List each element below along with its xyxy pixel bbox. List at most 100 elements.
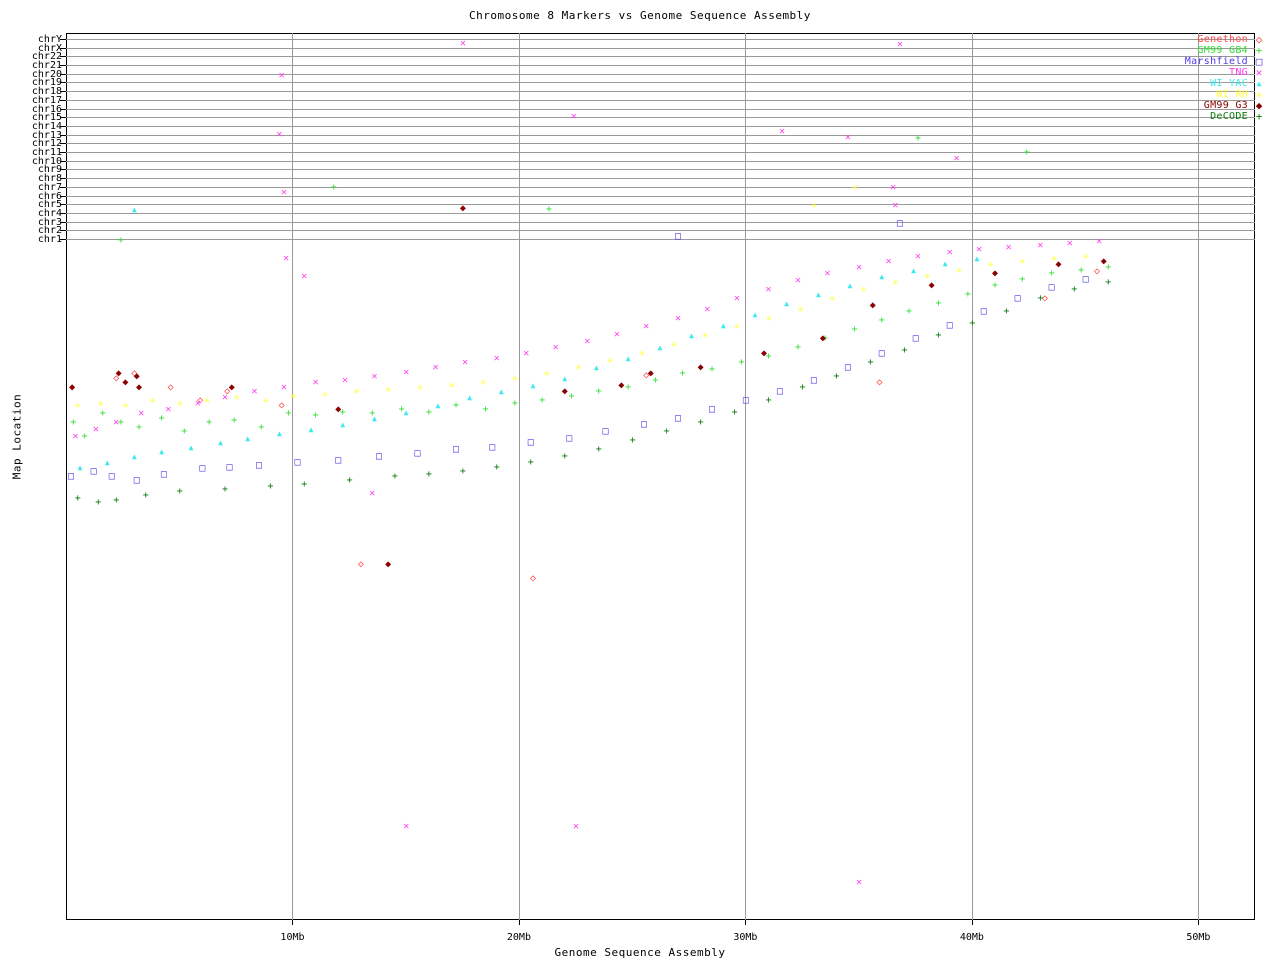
x-tick-mark bbox=[745, 920, 747, 925]
x-marker-icon: ✕ bbox=[278, 69, 285, 81]
x-marker-icon: ✕ bbox=[976, 244, 983, 256]
triangle-marker-icon: ▲ bbox=[276, 428, 282, 438]
plus-marker-icon: + bbox=[181, 426, 188, 438]
square-marker-icon: □ bbox=[255, 459, 263, 471]
plus-marker-icon: + bbox=[539, 395, 546, 407]
x-marker-icon: ✕ bbox=[403, 366, 410, 378]
y-tick-chr17: chr17 bbox=[31, 94, 62, 106]
triangle-marker-icon: ▲ bbox=[498, 387, 504, 397]
legend-label: Marshfield bbox=[1184, 56, 1248, 67]
asterisk-marker-icon: ✳ bbox=[1255, 88, 1263, 101]
grid-line-chr17 bbox=[66, 99, 1255, 101]
triangle-marker-icon: ▲ bbox=[625, 354, 631, 364]
plus-marker-icon: + bbox=[206, 417, 213, 429]
triangle-marker-icon: ▲ bbox=[104, 458, 110, 468]
plus-marker-icon: + bbox=[765, 350, 772, 362]
diamond-marker-icon: ◆ bbox=[335, 403, 342, 415]
triangle-marker-icon: ▲ bbox=[159, 446, 165, 456]
x-marker-icon: ✕ bbox=[1066, 238, 1073, 250]
legend-label: TNG bbox=[1229, 67, 1248, 78]
x-marker-icon: ✕ bbox=[674, 312, 681, 324]
y-tick-chr5: chr5 bbox=[37, 199, 62, 211]
x-marker-icon: ✕ bbox=[459, 37, 466, 49]
triangle-marker-icon: ▲ bbox=[77, 462, 83, 472]
square-marker-icon: □ bbox=[1082, 273, 1089, 285]
legend-item-decode[interactable]: DeCODE + bbox=[1140, 111, 1270, 122]
y-tick-mark bbox=[60, 82, 66, 84]
x-marker-icon: ✕ bbox=[493, 353, 500, 365]
plus-marker-icon: + bbox=[482, 403, 489, 415]
legend-item-tng[interactable]: TNG ✕ bbox=[1140, 67, 1270, 78]
legend-item-genethon[interactable]: Genethon ◇ bbox=[1140, 34, 1270, 45]
plus-marker-icon: + bbox=[1255, 110, 1263, 123]
x-marker-icon: ✕ bbox=[953, 152, 960, 164]
plus-marker-icon: + bbox=[799, 381, 806, 393]
grid-line-chr19 bbox=[66, 82, 1255, 84]
triangle-marker-icon: ▲ bbox=[815, 289, 821, 299]
plus-marker-icon: + bbox=[74, 492, 81, 504]
y-tick-mark bbox=[60, 152, 66, 154]
x-marker-icon: ✕ bbox=[138, 408, 145, 420]
y-tick-chr18: chr18 bbox=[31, 86, 62, 98]
grid-line-x-40Mb bbox=[971, 33, 973, 920]
diamond-marker-icon: ◆ bbox=[992, 268, 999, 280]
plus-marker-icon: + bbox=[1105, 277, 1112, 289]
x-marker-icon: ✕ bbox=[283, 253, 290, 265]
x-marker-icon: ✕ bbox=[856, 262, 863, 274]
triangle-marker-icon: ▲ bbox=[530, 381, 536, 391]
square-marker-icon: □ bbox=[1014, 293, 1021, 305]
grid-line-chr20 bbox=[66, 73, 1255, 75]
x-tick-mark bbox=[292, 920, 294, 925]
triangle-marker-icon: ▲ bbox=[188, 443, 194, 453]
asterisk-marker-icon: ✳ bbox=[1050, 253, 1057, 265]
square-marker-icon: □ bbox=[294, 457, 301, 469]
square-marker-icon: □ bbox=[527, 436, 534, 448]
diamond-marker-icon: ◆ bbox=[1055, 259, 1062, 271]
diamond-marker-icon: ◆ bbox=[133, 371, 140, 383]
square-marker-icon: □ bbox=[946, 319, 953, 331]
asterisk-marker-icon: ✳ bbox=[638, 348, 645, 360]
plus-marker-icon: + bbox=[1003, 306, 1010, 318]
x-marker-icon: ✕ bbox=[765, 284, 772, 296]
plus-marker-icon: + bbox=[1078, 264, 1085, 276]
asterisk-marker-icon: ✳ bbox=[670, 339, 677, 351]
asterisk-marker-icon: ✳ bbox=[702, 330, 709, 342]
triangle-marker-icon: ▲ bbox=[132, 451, 137, 461]
grid-line-chr21 bbox=[66, 65, 1255, 67]
grid-line-x-50Mb bbox=[1198, 33, 1200, 920]
plus-marker-icon: + bbox=[545, 204, 552, 216]
x-marker-icon: ✕ bbox=[1037, 239, 1044, 251]
plus-marker-icon: + bbox=[905, 306, 912, 318]
legend-item-marshfield[interactable]: Marshfield □ bbox=[1140, 56, 1270, 67]
legend-item-wi-rh[interactable]: WI RH ✳ bbox=[1140, 89, 1270, 100]
diamond-marker-icon: ◆ bbox=[1100, 255, 1107, 267]
x-marker-icon: ✕ bbox=[892, 199, 899, 211]
grid-line-chr14 bbox=[66, 125, 1255, 127]
legend-item-gm99-g3[interactable]: GM99 G3 ◆ bbox=[1140, 100, 1270, 111]
plus-marker-icon: + bbox=[176, 486, 183, 498]
y-tick-mark bbox=[60, 117, 66, 119]
legend-label: WI YAC bbox=[1210, 78, 1248, 89]
square-marker-icon: □ bbox=[453, 443, 460, 455]
triangle-marker-icon: ▲ bbox=[847, 280, 853, 290]
x-tick-10Mb: 10Mb bbox=[280, 932, 305, 943]
grid-line-chr15 bbox=[66, 117, 1255, 119]
y-tick-chr8: chr8 bbox=[37, 173, 62, 185]
asterisk-marker-icon: ✳ bbox=[851, 182, 858, 194]
legend-item-gm99-gb4[interactable]: GM99 GB4 + bbox=[1140, 45, 1270, 56]
asterisk-marker-icon: ✳ bbox=[1082, 250, 1089, 262]
triangle-marker-icon: ▲ bbox=[132, 205, 137, 215]
legend-label: WI RH bbox=[1216, 89, 1248, 100]
square-marker-icon: □ bbox=[708, 403, 715, 415]
y-tick-mark bbox=[60, 91, 66, 93]
plus-marker-icon: + bbox=[391, 470, 398, 482]
y-tick-mark bbox=[60, 239, 66, 240]
grid-line-chr8 bbox=[66, 178, 1255, 180]
asterisk-marker-icon: ✳ bbox=[511, 372, 518, 384]
legend-item-wi-yac[interactable]: WI YAC ▲ bbox=[1140, 78, 1270, 89]
square-marker-icon: □ bbox=[199, 463, 206, 475]
triangle-marker-icon: ▲ bbox=[594, 363, 599, 373]
legend-label: Genethon bbox=[1197, 34, 1248, 45]
x-tick-20Mb: 20Mb bbox=[506, 932, 531, 943]
plus-marker-icon: + bbox=[425, 406, 432, 418]
